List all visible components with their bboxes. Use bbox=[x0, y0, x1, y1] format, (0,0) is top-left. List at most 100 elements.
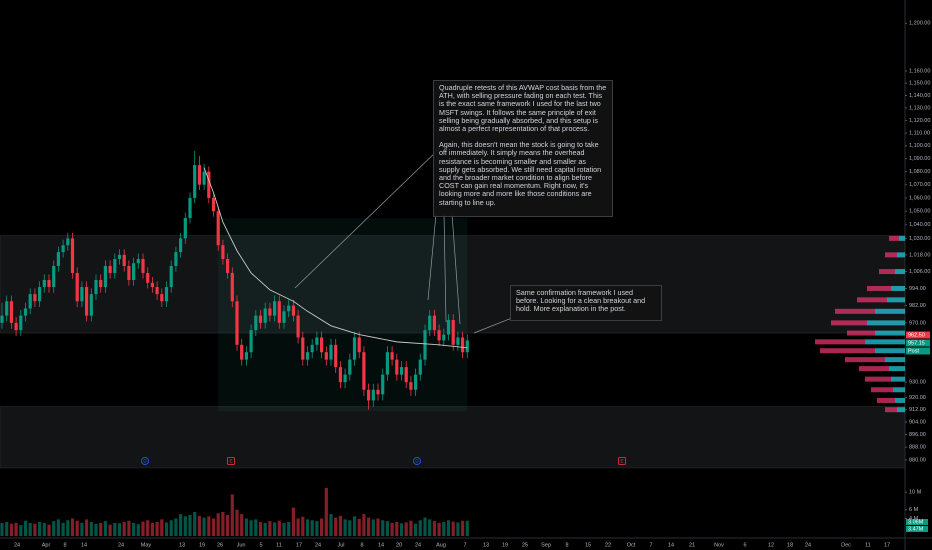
volume-bar bbox=[89, 522, 93, 536]
candle-body bbox=[362, 352, 366, 390]
volume-bar bbox=[113, 522, 117, 536]
candle-body bbox=[446, 319, 451, 335]
candle-body bbox=[155, 287, 159, 295]
x-tick-label: 17 bbox=[296, 542, 302, 548]
volume-bar bbox=[315, 521, 319, 536]
candle-body bbox=[33, 294, 37, 302]
candle-body bbox=[113, 259, 117, 273]
x-tick-label: 7 bbox=[649, 542, 652, 548]
volume-bar bbox=[258, 522, 263, 536]
volume-label: 3.47M bbox=[908, 526, 924, 532]
x-tick-label: 22 bbox=[605, 542, 611, 548]
candle-body bbox=[254, 315, 258, 331]
volume-bar bbox=[249, 520, 253, 536]
candle-body bbox=[329, 344, 333, 360]
y-tick-label: 1,130.00 bbox=[909, 105, 930, 111]
x-tick-label: 11 bbox=[865, 542, 871, 548]
profile-up bbox=[889, 366, 905, 372]
volume-bar bbox=[409, 520, 413, 536]
y-tick-label: 920.00 bbox=[909, 395, 926, 401]
candle-body bbox=[334, 344, 338, 368]
y-tick-label: 994.00 bbox=[909, 286, 926, 292]
candle-body bbox=[305, 352, 310, 360]
profile-down bbox=[871, 387, 893, 393]
candle-body bbox=[14, 322, 18, 331]
candle-body bbox=[38, 287, 42, 302]
profile-down bbox=[847, 330, 875, 336]
profile-up bbox=[875, 308, 905, 314]
volume-bar bbox=[0, 522, 4, 536]
candle-body bbox=[193, 165, 197, 198]
candle-body bbox=[146, 272, 150, 283]
candle-body bbox=[52, 265, 56, 288]
x-tick-label: 18 bbox=[787, 542, 793, 548]
volume-bar bbox=[221, 511, 225, 536]
volume-bar bbox=[85, 519, 89, 536]
volume-bar bbox=[287, 522, 291, 536]
volume-bar bbox=[240, 514, 244, 536]
volume-bar bbox=[141, 521, 145, 536]
volume-bar bbox=[47, 524, 51, 536]
profile-up bbox=[891, 376, 905, 382]
x-tick-label: 13 bbox=[179, 542, 185, 548]
volume-bar bbox=[103, 521, 107, 536]
volume-bar bbox=[164, 522, 169, 536]
profile-down bbox=[831, 320, 867, 326]
x-tick-label: 24 bbox=[14, 542, 20, 548]
candle-body bbox=[240, 344, 244, 360]
x-tick-label: 26 bbox=[217, 542, 223, 548]
profile-up bbox=[893, 387, 905, 393]
candle-body bbox=[399, 367, 404, 375]
volume-bar bbox=[66, 520, 70, 536]
candle-body bbox=[230, 272, 234, 302]
volume-bar bbox=[75, 520, 79, 536]
candle-body bbox=[296, 315, 300, 338]
x-tick-label: Apr bbox=[42, 542, 51, 548]
y-tick-label: 1,140.00 bbox=[909, 93, 930, 99]
candle-body bbox=[273, 301, 277, 316]
volume-bar bbox=[399, 523, 404, 536]
profile-down bbox=[877, 397, 895, 403]
candle-body bbox=[367, 389, 371, 401]
candle-body bbox=[216, 211, 220, 246]
y-tick-label: 1,030.00 bbox=[909, 236, 930, 242]
profile-up bbox=[867, 320, 905, 326]
event-marker-label: D bbox=[415, 459, 419, 464]
volume-bar bbox=[461, 520, 465, 536]
candle-body bbox=[160, 294, 164, 302]
y-tick-label: 880.00 bbox=[909, 457, 926, 463]
candle-body bbox=[221, 245, 225, 260]
profile-up bbox=[875, 330, 905, 336]
x-tick-label: 19 bbox=[502, 542, 508, 548]
annotation-text: Quadruple retests of this AVWAP cost bas… bbox=[439, 83, 607, 134]
candle-body bbox=[385, 352, 389, 375]
volume-bar bbox=[216, 513, 220, 536]
x-tick-label: 7 bbox=[463, 542, 466, 548]
x-tick-label: 15 bbox=[585, 542, 591, 548]
x-tick-label: Sep bbox=[541, 542, 551, 548]
candle-body bbox=[19, 315, 23, 331]
volume-bar bbox=[146, 520, 150, 536]
candle-body bbox=[179, 238, 183, 253]
candle-body bbox=[442, 334, 446, 341]
event-marker bbox=[141, 457, 149, 465]
x-tick-label: 12 bbox=[768, 542, 774, 548]
volume-bar bbox=[38, 522, 42, 536]
candle-body bbox=[409, 382, 413, 390]
volume-bar bbox=[367, 517, 371, 536]
y-tick-label: 1,060.00 bbox=[909, 195, 930, 201]
volume-bar bbox=[33, 523, 37, 536]
x-tick-label: Dec bbox=[841, 542, 851, 548]
y-tick-label: 1,100.00 bbox=[909, 143, 930, 149]
connector bbox=[427, 213, 437, 301]
annotation-text: Same confirmation framework I used befor… bbox=[516, 288, 646, 314]
volume-bar bbox=[207, 516, 211, 536]
y-tick-label: 904.00 bbox=[909, 420, 926, 426]
y-tick-label: 1,080.00 bbox=[909, 169, 930, 175]
volume-label-box bbox=[906, 519, 928, 525]
candle-body bbox=[89, 294, 93, 316]
candle-body bbox=[103, 265, 107, 288]
volume-bar bbox=[117, 523, 122, 536]
y-tick-label: 912.00 bbox=[909, 407, 926, 413]
